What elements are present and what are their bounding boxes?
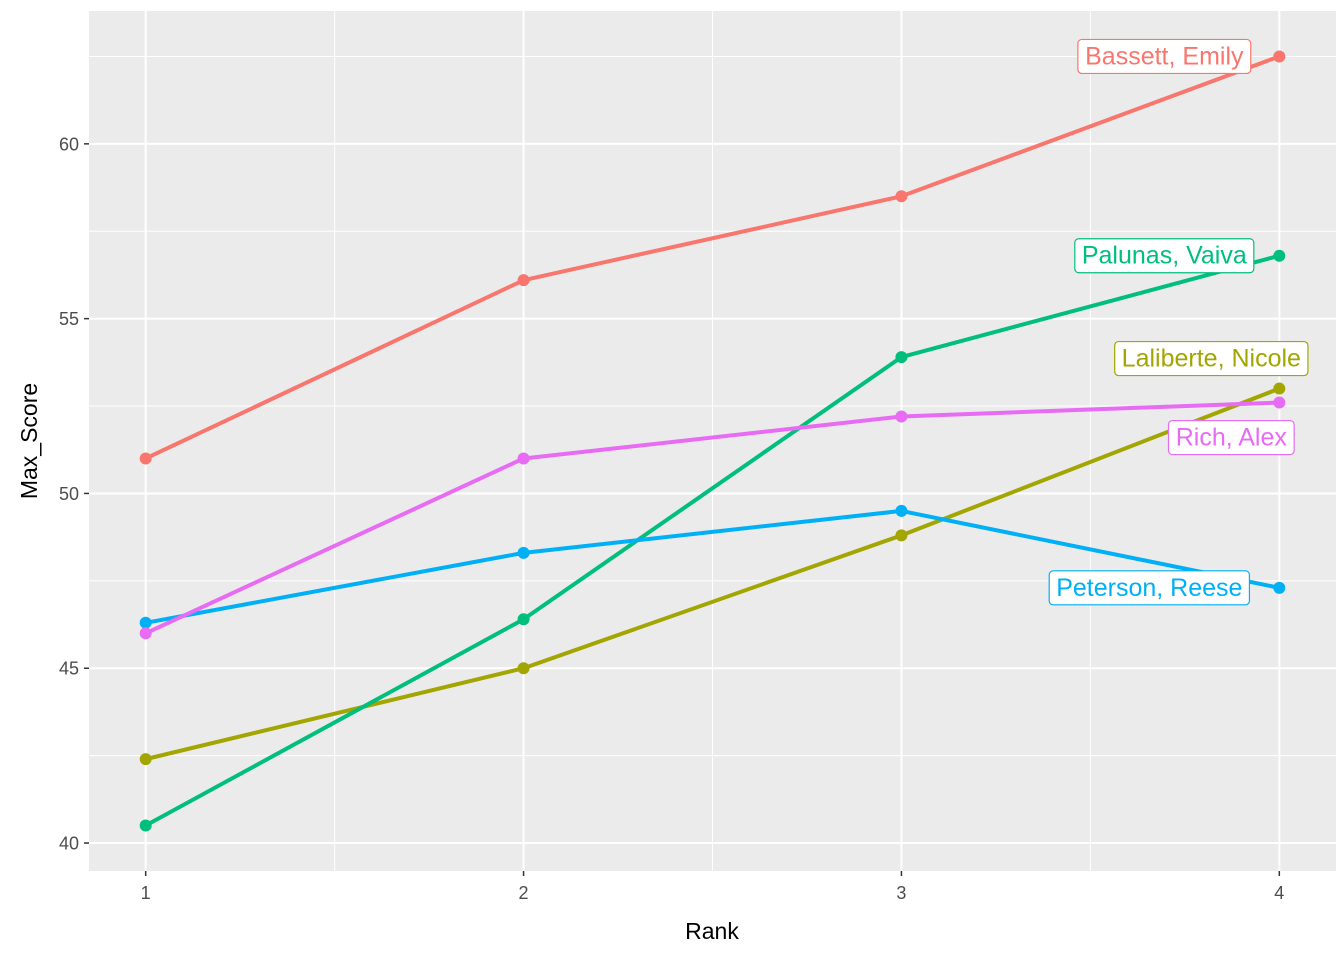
series-label: Palunas, Vaiva	[1074, 238, 1255, 274]
series-label: Peterson, Reese	[1048, 570, 1251, 606]
data-point	[1273, 50, 1286, 63]
x-tick-label: 3	[896, 883, 906, 903]
data-point	[895, 351, 908, 364]
data-point	[895, 504, 908, 517]
y-tick-label: 60	[59, 134, 79, 154]
series-label-text: Bassett, Emily	[1085, 42, 1244, 70]
series-label-box	[1074, 238, 1255, 274]
data-point	[517, 546, 530, 559]
series-label-text: Laliberte, Nicole	[1122, 345, 1301, 373]
series-label-box	[1114, 340, 1309, 377]
series-line	[144, 253, 1280, 828]
series-label-text: Rich, Alex	[1176, 424, 1288, 452]
x-axis: 1 2 3 4	[141, 871, 1284, 903]
series-label-box	[1048, 570, 1251, 606]
major-gridlines	[89, 11, 1336, 871]
data-point	[895, 529, 908, 542]
data-point	[517, 452, 530, 465]
data-point	[139, 819, 152, 832]
y-tick-label: 55	[59, 309, 79, 329]
data-point	[517, 613, 530, 626]
data-point	[139, 627, 152, 640]
series-label: Rich, Alex	[1167, 419, 1295, 456]
data-point	[1273, 396, 1286, 409]
x-tick-label: 1	[141, 883, 151, 903]
data-point	[1273, 249, 1286, 262]
y-tick-label: 40	[59, 834, 79, 854]
series-label-text: Palunas, Vaiva	[1082, 242, 1247, 270]
minor-gridlines	[89, 11, 1336, 871]
y-tick-label: 45	[59, 659, 79, 679]
x-axis-title: Rank	[685, 918, 739, 944]
data-point	[895, 410, 908, 423]
series-labels: Bassett, Emily Laliberte, Nicole Palunas, …	[1048, 38, 1309, 606]
series-points	[139, 50, 1286, 832]
x-tick-label: 4	[1274, 883, 1284, 903]
series-line	[145, 508, 1280, 625]
series-line	[145, 386, 1281, 762]
series-label: Laliberte, Nicole	[1114, 340, 1309, 377]
series-lines	[144, 54, 1281, 828]
data-point	[1273, 382, 1286, 395]
series-label: Bassett, Emily	[1077, 38, 1252, 75]
data-point	[517, 662, 530, 675]
data-point	[139, 616, 152, 629]
data-point	[139, 753, 152, 766]
x-tick-label: 2	[519, 883, 529, 903]
series-label-box	[1077, 38, 1252, 75]
data-point	[895, 190, 908, 203]
data-point	[1273, 581, 1286, 594]
y-tick-label: 50	[59, 484, 79, 504]
data-point	[139, 452, 152, 465]
y-axis: 40 45 50 55 60	[59, 134, 89, 854]
series-line	[144, 400, 1280, 636]
y-axis-title: Max_Score	[16, 383, 42, 499]
series-label-text: Peterson, Reese	[1056, 574, 1242, 602]
data-point	[517, 274, 530, 287]
series-label-box	[1167, 419, 1295, 456]
series-line	[144, 54, 1281, 461]
